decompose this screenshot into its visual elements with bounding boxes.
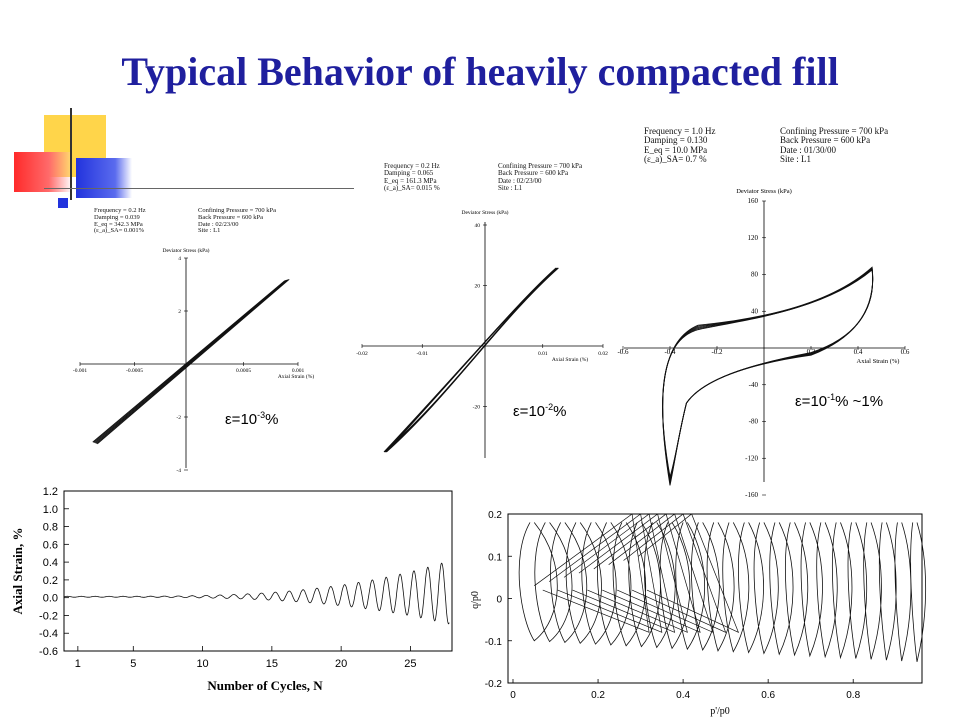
panel3-y-tick-label: 80 [751, 271, 759, 279]
panel3-y-tick-label: 160 [748, 197, 759, 205]
panel1-x-tick-label: -0.0005 [126, 368, 143, 374]
panel2-loop [386, 267, 559, 453]
panel1-loop [93, 280, 286, 443]
panel5-y-tick-label: 0.2 [488, 510, 502, 521]
panel5-stress-path [518, 522, 927, 662]
panel4-y-tick-label: 0.6 [43, 539, 58, 551]
panel3-loop [662, 268, 874, 479]
panel3-x-tick-label: 0.6 [901, 348, 910, 356]
panel1-y-tick-label: -2 [176, 415, 181, 421]
panel4-y-tick-label: 0.2 [43, 575, 58, 587]
panel3-y-tick-label: -80 [749, 418, 759, 426]
panel5-y-tick-label: 0.1 [488, 552, 502, 563]
panel4-x-tick-label: 5 [130, 658, 136, 670]
panel1-x-tick-label: -0.001 [73, 368, 87, 374]
panel4-y-tick-label: 1.2 [43, 486, 58, 498]
panel5-x-tick-label: 0 [510, 690, 516, 701]
panel2-y-tick-label: 20 [475, 284, 481, 290]
panel4-x-tick-label: 1 [75, 658, 81, 670]
panel1-params-left: Frequency = 0.2 Hz Damping = 0.039 E_eq =… [94, 207, 146, 235]
panel1-loop [95, 279, 288, 444]
panel1-loop [96, 278, 290, 445]
panel3-x-tick-label: 0.2 [807, 348, 816, 356]
panel3-y-tick-label: -120 [745, 454, 758, 462]
panel4-strain-trace [63, 562, 450, 625]
panel1-loop [96, 279, 289, 444]
panel3-loop [662, 267, 874, 482]
panel1-x-tick-label: 0.0005 [236, 368, 251, 374]
panel2-x-tick-label: 0.02 [598, 351, 608, 357]
panel4-x-tick-label: 20 [335, 658, 347, 670]
panel5-y-tick-label: -0.2 [485, 679, 503, 690]
panel1-y-tick-label: 2 [178, 309, 181, 315]
decor-horizontal-line [44, 188, 354, 189]
panel2-y-tick-label: 40 [475, 223, 481, 229]
panel3-ylabel: Deviator Stress (kPa) [736, 188, 792, 195]
panel4-y-tick-label: 0.8 [43, 522, 58, 534]
panel3-xlabel: Axial Strain (%) [857, 358, 900, 365]
panel3-x-tick-label: -0.2 [711, 348, 723, 356]
panel5-frame [507, 513, 923, 684]
panel5-x-tick-label: 0.4 [676, 690, 690, 701]
panel4-y-tick-label: -0.2 [39, 610, 58, 622]
slide-title: Typical Behavior of heavily compacted fi… [121, 49, 839, 94]
panel1-params-right: Confining Pressure = 700 kPa Back Pressur… [198, 207, 277, 235]
decor-blue-square [76, 158, 132, 198]
panel2-strain-label: ε=10-2% [513, 402, 567, 420]
panel3-params-right: Confining Pressure = 700 kPa Back Pressur… [780, 126, 889, 165]
panel5-ylabel: q/p0 [470, 591, 481, 609]
panel2-x-tick-label: -0.01 [417, 351, 429, 357]
panel4-y-tick-label: 0.4 [43, 557, 58, 569]
panel3-x-tick-label: -0.4 [664, 348, 676, 356]
panel4-x-tick-label: 10 [196, 658, 208, 670]
panel4-y-tick-label: -0.4 [39, 628, 58, 640]
panel2-ylabel: Deviator Stress (kPa) [461, 209, 508, 216]
panel3-params-left: Frequency = 1.0 Hz Damping = 0.130 E_eq =… [644, 126, 716, 165]
panel4-xlabel: Number of Cycles, N [207, 678, 323, 693]
panel1-x-tick-label: 0.001 [292, 368, 305, 374]
panel3-strain-label: ε=10-1% ~1% [795, 392, 884, 410]
panel4-ylabel: Axial Strain, % [10, 527, 25, 614]
decor-small-blue-square [58, 198, 68, 208]
panel4-x-tick-label: 15 [266, 658, 278, 670]
panel3-loop [662, 266, 874, 486]
panel5-y-tick-label: -0.1 [485, 637, 503, 648]
panel3-y-tick-label: 40 [751, 307, 759, 315]
panel2-x-tick-label: 0.01 [538, 351, 548, 357]
panel1-loop [94, 279, 287, 444]
panel3-loop [662, 269, 874, 477]
panel3-x-tick-label: 0.4 [854, 348, 863, 356]
panel2-xlabel: Axial Strain (%) [552, 356, 589, 363]
panel2-params-left: Frequency = 0.2 Hz Damping = 0.065 E_eq =… [384, 162, 440, 193]
panel2-x-tick-label: -0.02 [356, 351, 368, 357]
panel1-y-tick-label: -4 [176, 468, 181, 474]
panel3-y-tick-label: 120 [748, 234, 759, 242]
panel1-xlabel: Axial Strain (%) [278, 373, 315, 380]
panel2-y-tick-label: -20 [473, 405, 481, 411]
decor-vertical-line [70, 108, 72, 200]
panel3-y-tick-label: -160 [745, 491, 758, 499]
panel3-x-tick-label: -0.6 [617, 348, 629, 356]
panel4-x-tick-label: 25 [404, 658, 416, 670]
panel4-y-tick-label: -0.6 [39, 646, 58, 658]
panel3-loop [662, 267, 874, 484]
panel1-y-tick-label: 4 [178, 256, 181, 262]
panel3-y-tick-label: -40 [749, 381, 759, 389]
panel4-y-tick-label: 0.0 [43, 593, 58, 605]
panel1-ylabel: Deviator Stress (kPa) [162, 247, 209, 254]
panel4-y-tick-label: 1.0 [43, 504, 58, 516]
panel5-stress-path-early [534, 513, 740, 633]
panel1-loop [92, 280, 286, 443]
panel4-frame [63, 490, 453, 652]
panel2-params-right: Confining Pressure = 700 kPa Back Pressur… [498, 162, 583, 193]
panel5-y-tick-label: 0 [496, 595, 502, 606]
panel5-x-tick-label: 0.2 [591, 690, 605, 701]
panel1-strain-label: ε=10-3% [225, 410, 279, 428]
panel5-xlabel: p'/p0 [710, 706, 730, 717]
decor-red-square [14, 152, 72, 192]
panel5-x-tick-label: 0.8 [846, 690, 860, 701]
panel5-x-tick-label: 0.6 [761, 690, 775, 701]
